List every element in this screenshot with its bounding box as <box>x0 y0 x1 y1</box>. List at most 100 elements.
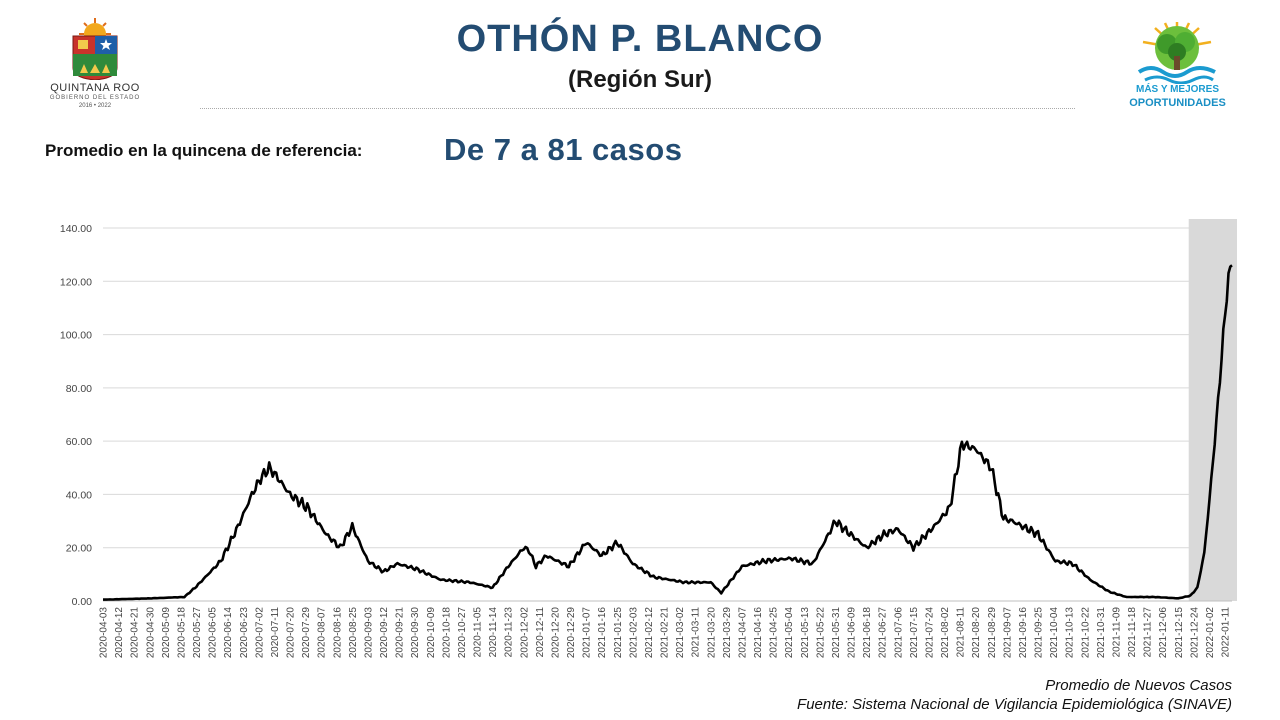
highlight-band <box>1188 219 1237 601</box>
x-tick-label: 2020-08-16 <box>332 607 343 659</box>
series-note: Promedio de Nuevos Casos <box>1045 677 1232 694</box>
y-tick-label: 60.00 <box>66 436 92 448</box>
x-tick-label: 2020-05-27 <box>192 607 203 659</box>
x-tick-label: 2021-12-15 <box>1174 607 1185 659</box>
source-note: Fuente: Sistema Nacional de Vigilancia E… <box>797 696 1232 713</box>
y-tick-label: 40.00 <box>66 489 92 501</box>
x-tick-label: 2021-05-31 <box>831 607 842 659</box>
x-tick-label: 2020-07-29 <box>301 607 312 659</box>
x-tick-label: 2020-04-30 <box>145 607 156 659</box>
x-tick-label: 2021-07-15 <box>909 607 920 659</box>
logo-text-state: QUINTANA ROO <box>50 82 140 94</box>
x-tick-label: 2021-07-24 <box>924 607 935 659</box>
oportunidades-logo: MÁS Y MEJORES OPORTUNIDADES <box>1125 20 1230 115</box>
x-tick-label: 2021-03-02 <box>675 607 686 659</box>
x-tick-label: 2021-04-07 <box>737 607 748 659</box>
x-tick-label: 2020-12-20 <box>550 607 561 659</box>
x-tick-label: 2020-06-14 <box>223 607 234 659</box>
x-tick-label: 2020-09-21 <box>395 607 406 659</box>
x-tick-label: 2021-03-29 <box>722 607 733 659</box>
x-tick-label: 2021-08-02 <box>940 607 951 659</box>
x-tick-label: 2021-06-27 <box>878 607 889 659</box>
logo-text-mas: MÁS Y MEJORES <box>1136 84 1219 95</box>
x-tick-label: 2021-02-12 <box>644 607 655 659</box>
y-tick-label: 0.00 <box>72 596 93 608</box>
header-divider <box>200 108 1075 109</box>
x-tick-label: 2021-04-16 <box>753 607 764 659</box>
y-tick-label: 80.00 <box>66 383 92 395</box>
logo-text-years: 2016 • 2022 <box>78 103 112 109</box>
quintana-roo-logo: QUINTANA ROO GOBIERNO DEL ESTADO 2016 • … <box>40 18 150 113</box>
x-tick-label: 2020-08-25 <box>348 607 359 659</box>
tree-icon <box>1137 22 1216 85</box>
x-tick-label: 2021-11-09 <box>1111 607 1122 658</box>
x-tick-label: 2021-12-06 <box>1158 607 1169 659</box>
x-tick-label: 2021-05-13 <box>800 607 811 659</box>
x-tick-label: 2021-10-22 <box>1080 607 1091 659</box>
logo-text-oportunidades: OPORTUNIDADES <box>1129 97 1226 109</box>
x-tick-label: 2020-05-09 <box>161 607 172 659</box>
x-tick-label: 2021-09-16 <box>1018 607 1029 659</box>
x-tick-label: 2020-09-30 <box>410 607 421 659</box>
summary-label: Promedio en la quincena de referencia: <box>45 141 363 160</box>
logo-text-government: GOBIERNO DEL ESTADO <box>49 95 141 101</box>
x-tick-label: 2021-10-13 <box>1065 607 1076 659</box>
page-title: OTHÓN P. BLANCO <box>456 18 824 60</box>
x-tick-label: 2021-11-27 <box>1143 607 1154 658</box>
x-tick-label: 2021-08-29 <box>987 607 998 659</box>
x-tick-label: 2020-11-05 <box>473 607 484 658</box>
x-tick-label: 2021-02-21 <box>660 607 671 659</box>
x-tick-label: 2020-07-20 <box>286 607 297 659</box>
x-tick-label: 2020-10-09 <box>426 607 437 659</box>
x-tick-label: 2020-05-18 <box>176 607 187 659</box>
x-tick-label: 2020-12-29 <box>566 607 577 659</box>
x-tick-label: 2021-08-20 <box>971 607 982 659</box>
x-tick-label: 2020-07-11 <box>270 607 281 658</box>
x-tick-label: 2021-03-11 <box>691 607 702 658</box>
x-tick-label: 2020-09-12 <box>379 607 390 659</box>
x-tick-label: 2021-01-16 <box>597 607 608 659</box>
page-subtitle: (Región Sur) <box>568 66 712 93</box>
x-tick-label: 2021-05-04 <box>784 607 795 659</box>
x-tick-label: 2022-01-02 <box>1205 607 1216 659</box>
x-tick-label: 2020-11-23 <box>504 607 515 658</box>
summary-value: De 7 a 81 casos <box>444 132 683 167</box>
x-tick-label: 2020-06-05 <box>208 607 219 659</box>
x-tick-label: 2021-01-25 <box>613 607 624 659</box>
y-tick-label: 20.00 <box>66 543 92 555</box>
x-tick-label: 2021-01-07 <box>582 607 593 659</box>
x-tick-label: 2021-03-20 <box>706 607 717 659</box>
x-tick-label: 2021-04-25 <box>769 607 780 659</box>
x-tick-label: 2020-08-07 <box>317 607 328 659</box>
x-tick-label: 2021-12-24 <box>1189 607 1200 659</box>
x-tick-label: 2021-08-11 <box>956 607 967 658</box>
x-tick-label: 2020-09-03 <box>363 607 374 659</box>
x-tick-label: 2021-09-25 <box>1034 607 1045 659</box>
x-tick-label: 2020-10-27 <box>457 607 468 659</box>
x-tick-label: 2020-04-12 <box>114 607 125 659</box>
x-tick-label: 2021-06-18 <box>862 607 873 659</box>
y-tick-label: 120.00 <box>60 276 92 288</box>
x-tick-label: 2020-12-02 <box>519 607 530 659</box>
x-tick-label: 2021-02-03 <box>628 607 639 659</box>
x-tick-label: 2021-06-09 <box>847 607 858 659</box>
x-tick-label: 2021-05-22 <box>815 607 826 659</box>
x-tick-label: 2021-10-31 <box>1096 607 1107 659</box>
series-line <box>103 264 1233 601</box>
x-tick-label: 2020-07-02 <box>254 607 265 659</box>
x-tick-label: 2021-10-04 <box>1049 607 1060 659</box>
x-tick-label: 2020-10-18 <box>441 607 452 659</box>
x-tick-label: 2021-11-18 <box>1127 607 1138 658</box>
x-tick-label: 2020-04-03 <box>99 607 110 659</box>
x-tick-label: 2021-09-07 <box>1002 607 1013 659</box>
y-tick-label: 140.00 <box>60 223 92 235</box>
x-tick-label: 2020-11-14 <box>488 607 499 658</box>
shield-icon <box>72 18 118 81</box>
x-tick-label: 2020-12-11 <box>535 607 546 658</box>
x-tick-label: 2020-06-23 <box>239 607 250 659</box>
y-tick-label: 100.00 <box>60 330 92 342</box>
x-tick-label: 2022-01-11 <box>1221 607 1232 658</box>
x-tick-label: 2020-04-21 <box>130 607 141 659</box>
x-tick-label: 2021-07-06 <box>893 607 904 659</box>
